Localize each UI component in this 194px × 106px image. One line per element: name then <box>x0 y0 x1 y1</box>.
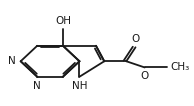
Text: NH: NH <box>72 81 87 91</box>
Text: O: O <box>140 71 149 81</box>
Text: CH₃: CH₃ <box>171 62 190 73</box>
Text: N: N <box>8 56 16 66</box>
Text: N: N <box>33 81 41 91</box>
Text: O: O <box>131 34 140 44</box>
Text: OH: OH <box>55 16 71 26</box>
